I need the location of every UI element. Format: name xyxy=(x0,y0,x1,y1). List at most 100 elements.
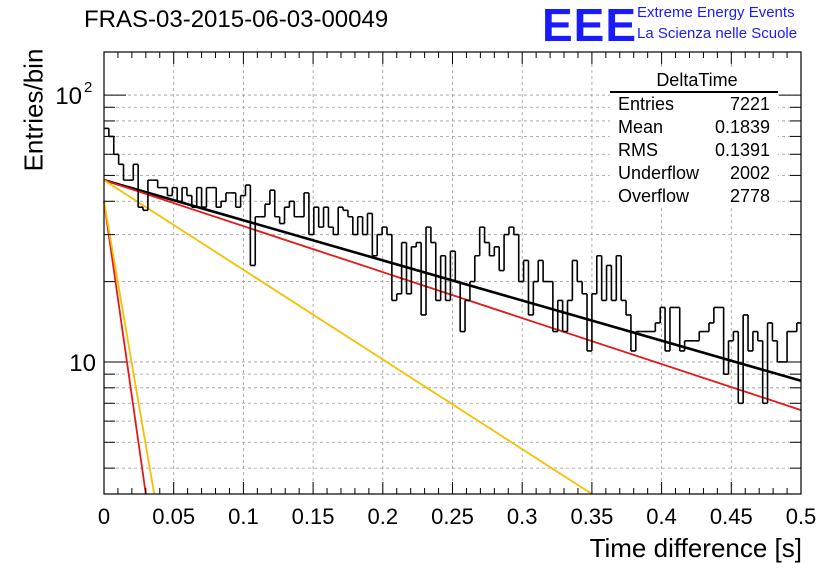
histogram-bin xyxy=(425,226,431,315)
histogram-bin xyxy=(571,259,578,301)
histogram-bin xyxy=(269,189,275,205)
x-tick-label: 0.05 xyxy=(152,504,195,529)
stats-label: Mean xyxy=(618,117,664,137)
histogram-bin xyxy=(108,128,114,138)
histogram-bin xyxy=(698,330,705,341)
histogram-bin xyxy=(552,281,558,333)
histogram-bin xyxy=(532,280,539,315)
x-tick-label: 0.2 xyxy=(368,504,399,529)
y-tick-exponent: 2 xyxy=(84,79,92,96)
histogram-bin xyxy=(244,184,251,196)
histogram-bin xyxy=(400,241,407,294)
stats-label: RMS xyxy=(618,140,658,160)
fit-curve xyxy=(103,201,147,495)
stats-label: Entries xyxy=(618,94,675,114)
histogram-bin xyxy=(117,154,124,166)
histogram-bin xyxy=(659,306,666,323)
histogram-bin xyxy=(493,246,500,256)
histogram-bin xyxy=(766,322,773,404)
histogram-bin xyxy=(732,330,739,341)
stats-box-title: DeltaTime xyxy=(610,70,778,93)
histogram-bin xyxy=(469,280,475,301)
histogram-bin xyxy=(410,246,417,294)
histogram-bin xyxy=(122,164,129,181)
x-tick-label: 0.4 xyxy=(646,504,677,529)
histogram-bin xyxy=(205,186,212,208)
histogram-bin xyxy=(527,260,534,316)
histogram-bin xyxy=(600,255,607,302)
histogram-bin xyxy=(756,331,763,342)
histogram-bin xyxy=(488,242,495,257)
histogram-bin xyxy=(430,227,436,244)
y-tick-label: 10 xyxy=(55,83,82,110)
histogram-bin xyxy=(478,226,485,256)
histogram-bin xyxy=(678,307,685,352)
stats-label: Overflow xyxy=(618,186,690,206)
chart-title: FRAS-03-2015-06-03-00049 xyxy=(84,6,389,33)
histogram-bin xyxy=(234,192,241,209)
histogram-bin xyxy=(747,314,753,352)
histogram-bin xyxy=(508,226,514,235)
histogram-bin xyxy=(386,227,392,236)
histogram-bin xyxy=(293,201,300,218)
histogram-bin xyxy=(239,194,246,208)
histogram-bin xyxy=(708,322,714,332)
histogram-bin xyxy=(176,187,183,203)
histogram-bin xyxy=(654,322,661,332)
histogram-bin xyxy=(220,200,226,208)
histogram-bin xyxy=(483,227,490,244)
histogram-bin xyxy=(664,307,670,352)
histogram-bin xyxy=(444,255,451,302)
histogram-bin xyxy=(635,330,641,351)
histogram-bin xyxy=(722,307,729,375)
histogram-bin xyxy=(147,179,153,211)
eee-logo: EEE xyxy=(542,0,638,51)
histogram-bin xyxy=(630,314,636,352)
fit-curve xyxy=(103,179,802,411)
x-tick-label: 0.3 xyxy=(507,504,538,529)
stats-value: 2002 xyxy=(729,163,770,183)
histogram-bin xyxy=(459,281,466,333)
fit-curve xyxy=(103,179,593,495)
histogram-bin xyxy=(761,340,768,405)
histogram-bin xyxy=(742,314,749,404)
stats-row-mean: Mean 0.1839 xyxy=(610,116,778,139)
histogram-bin xyxy=(254,215,261,266)
histogram-bin xyxy=(737,331,744,405)
histogram-bin xyxy=(215,187,222,209)
x-tick-label: 0.35 xyxy=(570,504,613,529)
histogram-bin xyxy=(283,206,290,224)
fit-curve xyxy=(103,201,156,495)
axis-ticks xyxy=(103,52,802,494)
histogram-bin xyxy=(181,186,187,202)
histogram-bin xyxy=(420,242,427,316)
brand-line-2: La Scienza nelle Scuole xyxy=(637,25,798,42)
histogram-bin xyxy=(156,180,163,189)
histogram-bin xyxy=(200,187,207,209)
histogram-bin xyxy=(264,203,270,217)
histogram-bin xyxy=(142,207,148,212)
x-tick-label: 0.25 xyxy=(431,504,474,529)
histogram-bin xyxy=(303,192,309,217)
histogram-bin xyxy=(581,281,588,295)
histogram-bin xyxy=(327,207,334,228)
histogram-bin xyxy=(498,246,505,272)
histogram-bin xyxy=(137,164,144,209)
histogram-bin xyxy=(513,227,519,236)
histogram-bin xyxy=(195,186,202,208)
histogram-bin xyxy=(191,195,197,209)
histogram-bin xyxy=(595,254,602,294)
histogram-bin xyxy=(376,233,383,256)
histogram-bin xyxy=(342,207,348,212)
histogram-bin xyxy=(556,299,563,332)
histogram-bin xyxy=(713,306,719,323)
histogram-bin xyxy=(620,255,627,302)
x-tick-label: 0.15 xyxy=(292,504,335,529)
stats-row-underflow: Underflow 2002 xyxy=(610,162,778,185)
stats-value: 2778 xyxy=(729,186,770,206)
histogram-bin xyxy=(464,299,470,332)
histogram-bin xyxy=(225,192,231,202)
histogram-bin xyxy=(171,186,178,196)
histogram-bin xyxy=(796,322,801,332)
x-axis-label: Time difference [s] xyxy=(589,533,802,563)
